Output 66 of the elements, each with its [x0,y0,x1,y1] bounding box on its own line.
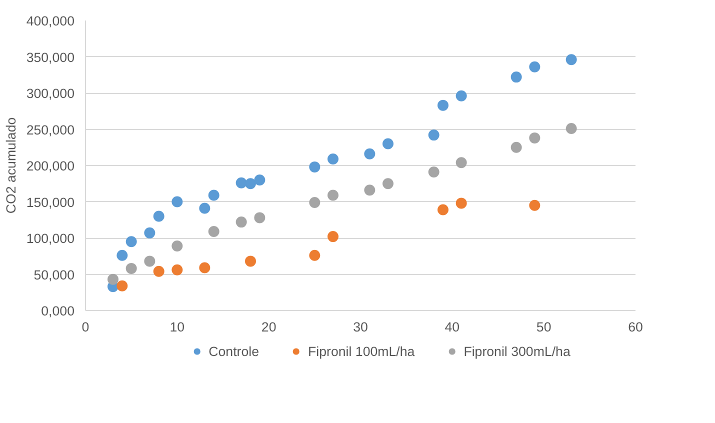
point [529,132,540,144]
legend-label: Controle [208,344,260,358]
point [364,184,376,196]
point [309,196,320,208]
point [382,138,394,150]
point [438,204,448,216]
y-tick-label: 400,000 [26,14,75,28]
y-tick-label: 350,000 [26,50,75,65]
point [328,231,338,242]
point [428,130,440,141]
legend-label: Fipronil 300mL/ha [464,344,570,358]
point [510,72,522,83]
point [245,256,256,267]
point [328,190,338,201]
y-tick-label: 50,000 [34,267,74,282]
point [309,250,320,261]
point [116,250,128,261]
point [529,61,540,72]
point [172,240,183,252]
point [116,280,128,292]
y-axis-title: CO2 acumulado [3,117,18,214]
point [245,178,256,190]
y-tick-label: 0,000 [41,304,75,318]
point [309,161,320,172]
y-tick-label: 300,000 [26,86,75,101]
point [254,174,266,186]
point [199,262,210,274]
x-tick-label: 10 [170,320,185,334]
point [428,166,440,178]
legend-label: Fipronil 100mL/ha [308,344,415,358]
y-tick-label: 250,000 [26,122,75,138]
point [566,54,577,66]
point [172,196,183,208]
x-tick-label: 20 [261,320,276,334]
x-tick-label: 0 [82,320,90,334]
point [529,200,540,211]
point [199,202,210,214]
x-tick-label: 50 [536,320,552,334]
x-tick-label: 30 [353,320,368,334]
point [144,256,156,267]
point [126,262,137,274]
point [126,236,137,248]
y-tick-label: 150,000 [26,194,75,210]
x-tick-label: 60 [628,320,643,334]
point [236,177,247,188]
point [456,90,467,102]
point [144,227,156,238]
point [108,274,118,285]
point [236,216,247,228]
x-tick-label: 40 [444,320,460,334]
point [208,226,220,237]
y-tick-label: 200,000 [26,158,75,174]
point [510,142,522,153]
point [153,266,164,277]
y-tick-label: 100,000 [26,231,75,246]
point [172,264,183,276]
point [456,157,467,168]
point [208,190,220,201]
point [364,148,376,160]
point [382,178,394,190]
point [328,153,338,164]
point [438,100,448,111]
point [566,123,577,134]
point [254,212,266,224]
point [456,198,467,209]
point [153,210,164,222]
